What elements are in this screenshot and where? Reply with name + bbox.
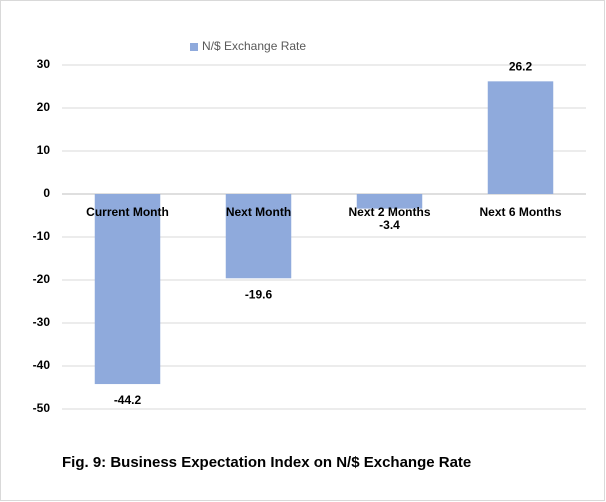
y-tick-label: 20	[37, 100, 51, 114]
bar	[225, 194, 292, 279]
y-tick-label: -10	[33, 229, 51, 243]
x-tick-label: Current Month	[86, 205, 169, 219]
y-tick-label: -50	[33, 401, 51, 415]
data-label: -19.6	[245, 287, 273, 301]
y-tick-label: -40	[33, 358, 51, 372]
bar	[94, 194, 161, 385]
y-tick-label: 10	[37, 143, 51, 157]
data-label: -44.2	[114, 393, 142, 407]
data-label: -3.4	[379, 218, 400, 232]
chart-caption: Fig. 9: Business Expectation Index on N/…	[62, 454, 471, 471]
y-tick-label: -20	[33, 272, 51, 286]
bar	[487, 81, 554, 194]
bar	[356, 194, 423, 209]
data-label: 26.2	[509, 60, 533, 74]
x-tick-label: Next 6 Months	[479, 205, 561, 219]
y-tick-label: -30	[33, 315, 51, 329]
x-tick-label: Next 2 Months	[348, 205, 430, 219]
legend-swatch	[190, 43, 198, 51]
y-tick-label: 0	[43, 186, 50, 200]
legend-label: N/$ Exchange Rate	[202, 39, 306, 53]
y-tick-label: 30	[37, 57, 51, 71]
x-tick-label: Next Month	[226, 205, 291, 219]
